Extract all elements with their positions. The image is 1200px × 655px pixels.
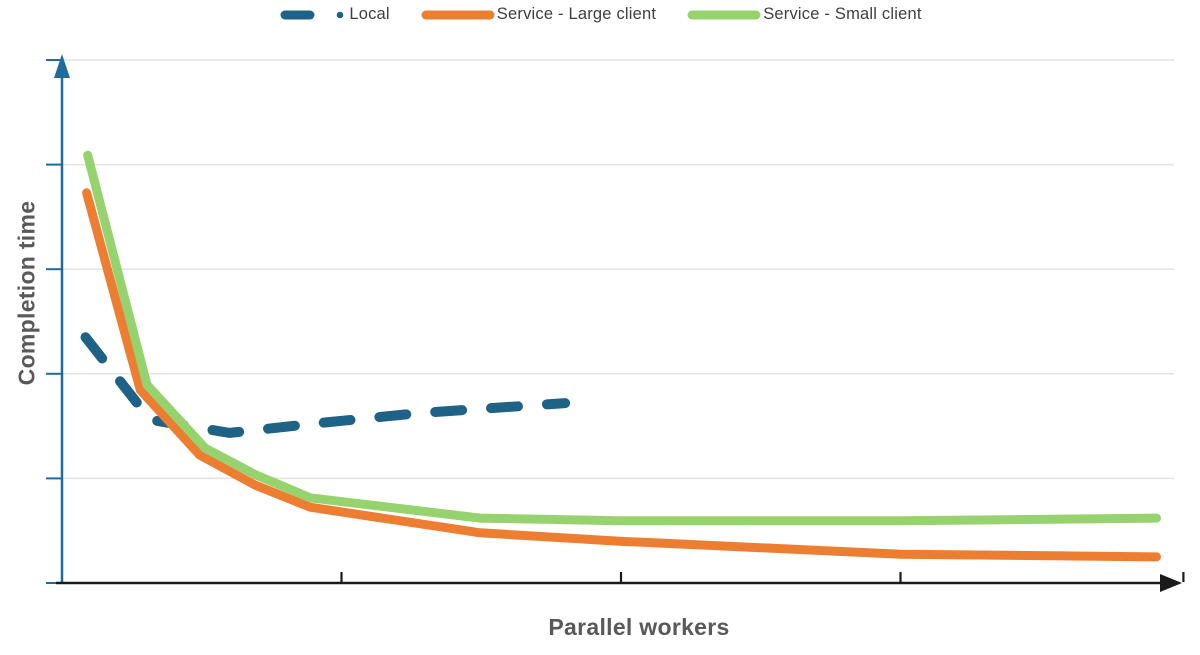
y-axis-arrow-icon: [54, 54, 70, 78]
legend-item-local: Local: [278, 5, 390, 24]
y-axis-title: Completion time: [13, 200, 40, 386]
legend-label-service-large-client: Service - Large client: [496, 5, 657, 23]
x-axis-arrow-icon: [1160, 574, 1182, 592]
legend-label-service-small-client: Service - Small client: [763, 5, 922, 23]
dash-dot-line-swatch: [280, 10, 344, 19]
legend: Local Service - Large client Service - S…: [0, 5, 1200, 24]
axes: [46, 54, 1185, 592]
series-line-service-small-client: [83, 150, 1161, 526]
x-axis-title: Parallel workers: [548, 614, 730, 640]
solid-line-swatch: [687, 10, 761, 19]
series-line-local: [80, 332, 571, 438]
legend-item-service-small-client: Service - Small client: [686, 5, 921, 24]
gridlines: [62, 59, 1174, 480]
legend-label-local: Local: [349, 5, 390, 23]
series-lines: [80, 150, 1161, 562]
solid-line-swatch: [421, 10, 495, 19]
legend-item-service-large-client: Service - Large client: [420, 5, 656, 24]
series-line-service-large-client: [82, 188, 1161, 562]
